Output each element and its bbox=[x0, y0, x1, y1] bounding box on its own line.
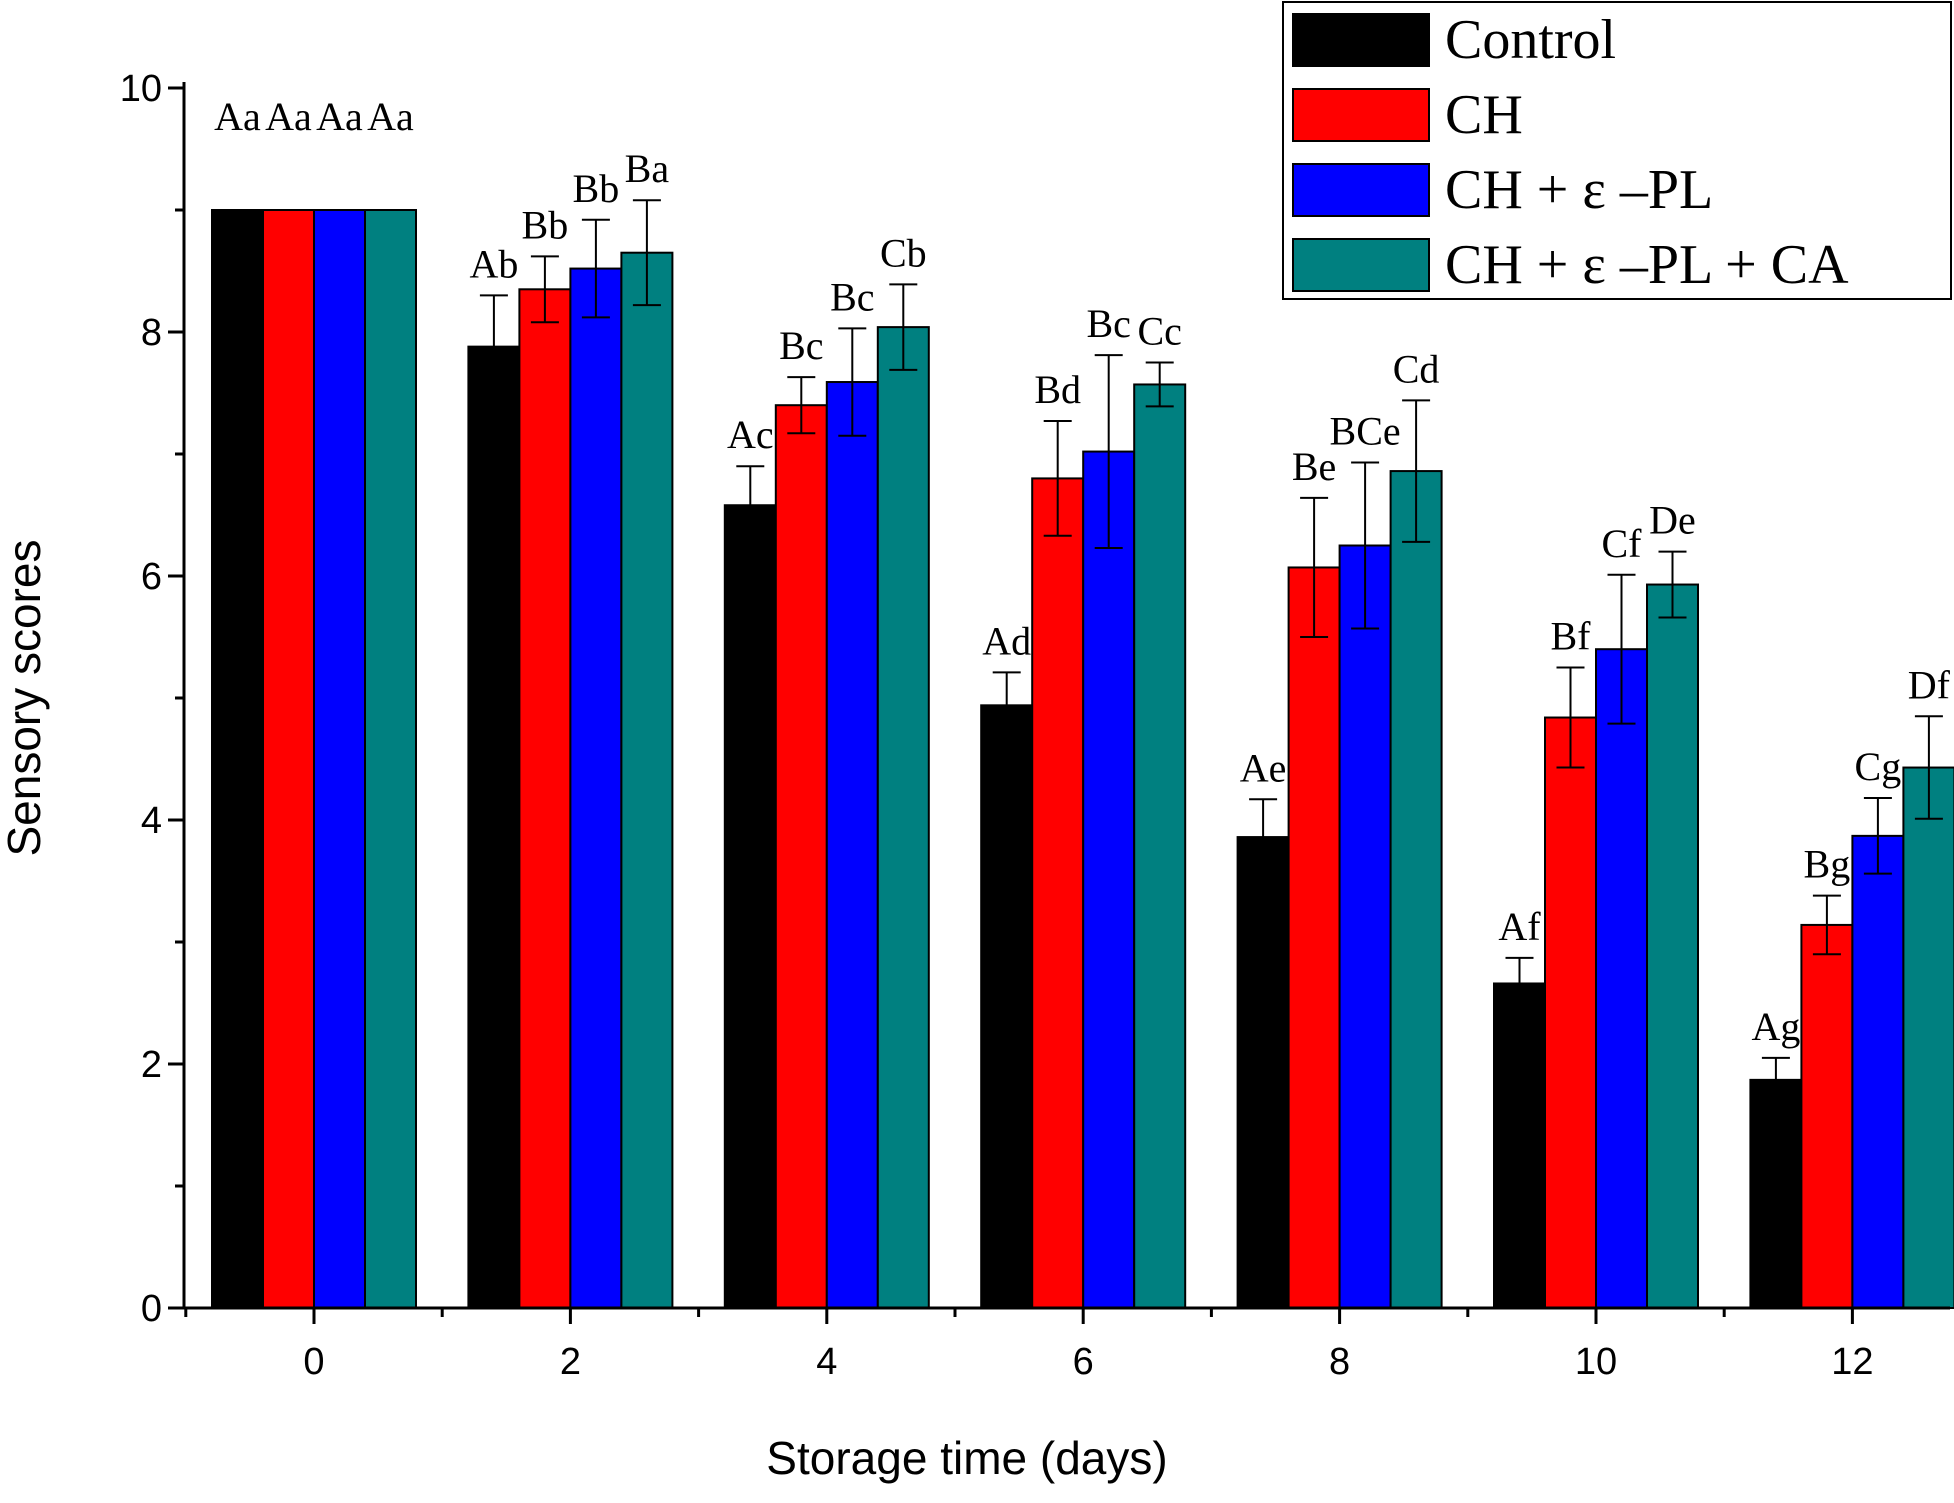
bar-label: Ae bbox=[1240, 745, 1287, 790]
legend-swatch bbox=[1292, 238, 1430, 292]
bar-label: Bb bbox=[573, 166, 620, 211]
y-tick-label: 4 bbox=[141, 800, 162, 842]
bar bbox=[1338, 544, 1392, 1309]
bar-label: Aa bbox=[367, 94, 414, 139]
bar-label: Bc bbox=[779, 323, 823, 368]
bar bbox=[1800, 923, 1854, 1309]
error-bars-layer bbox=[479, 199, 1943, 1103]
bar-label: Aa bbox=[265, 94, 312, 139]
bar-label: Cg bbox=[1855, 744, 1902, 789]
bar-label: Cc bbox=[1137, 309, 1181, 354]
y-tick-label: 10 bbox=[120, 68, 162, 110]
bar-label: Cb bbox=[880, 230, 927, 275]
bar-label: Cd bbox=[1393, 346, 1440, 391]
bar-label: BCe bbox=[1330, 409, 1401, 454]
bar bbox=[980, 704, 1034, 1309]
bar-label: Bg bbox=[1804, 842, 1851, 887]
legend-swatch bbox=[1292, 163, 1430, 217]
legend-swatch bbox=[1292, 13, 1430, 67]
bar bbox=[1031, 477, 1085, 1309]
legend-label: CH + ε –PL + CA bbox=[1445, 234, 1849, 296]
bar-label: Ab bbox=[469, 241, 518, 286]
bar bbox=[1595, 648, 1648, 1309]
bar bbox=[1851, 834, 1905, 1309]
x-tick-label: 4 bbox=[816, 1341, 837, 1383]
bar bbox=[211, 209, 264, 1309]
bar-label: Bb bbox=[522, 202, 569, 247]
bar bbox=[1902, 766, 1954, 1309]
legend-label: CH bbox=[1445, 84, 1523, 146]
bars-layer bbox=[211, 209, 1954, 1310]
legend-swatch bbox=[1292, 88, 1430, 142]
bar bbox=[620, 251, 674, 1310]
bar-label: Aa bbox=[214, 94, 261, 139]
x-tick-label: 10 bbox=[1575, 1341, 1617, 1383]
bar-label: Bd bbox=[1034, 367, 1081, 412]
y-tick-label: 8 bbox=[141, 312, 162, 354]
bar bbox=[1287, 566, 1341, 1309]
bar bbox=[723, 504, 777, 1309]
y-axis-label: Sensory scores bbox=[0, 539, 50, 856]
legend: Control CH CH + ε –PL CH + ε –PL + CA bbox=[1282, 1, 1952, 300]
bar-label: Ba bbox=[625, 146, 670, 191]
bar-label: Bf bbox=[1551, 614, 1592, 659]
bar bbox=[1389, 470, 1443, 1309]
bar bbox=[1749, 1078, 1803, 1309]
axes-layer: 0 2 4 6 8 10 0 2 4 6 8 10 12 bbox=[120, 68, 1950, 1383]
bar-label: Bc bbox=[1086, 301, 1130, 346]
bar-label: Be bbox=[1292, 444, 1336, 489]
bar bbox=[467, 345, 521, 1309]
bar-label: Aa bbox=[316, 94, 363, 139]
bar bbox=[1493, 982, 1546, 1309]
bar bbox=[774, 404, 828, 1309]
bar bbox=[313, 209, 366, 1309]
y-tick-label: 6 bbox=[141, 556, 162, 598]
bar-label: De bbox=[1649, 498, 1696, 543]
legend-label: CH + ε –PL bbox=[1445, 159, 1713, 221]
bar bbox=[1236, 836, 1290, 1310]
bar bbox=[1544, 716, 1597, 1309]
y-tick-label: 0 bbox=[141, 1288, 162, 1330]
bar-label: Ac bbox=[727, 412, 774, 457]
bar bbox=[262, 209, 315, 1309]
bar bbox=[876, 326, 930, 1309]
bar-label: Ag bbox=[1751, 1004, 1800, 1049]
bar-label: Df bbox=[1908, 662, 1951, 707]
bar bbox=[1082, 450, 1136, 1309]
x-tick-label: 8 bbox=[1329, 1341, 1350, 1383]
x-axis-label: Storage time (days) bbox=[766, 1432, 1167, 1484]
y-tick-label: 2 bbox=[141, 1044, 162, 1086]
bar bbox=[1133, 383, 1187, 1309]
x-tick-label: 0 bbox=[303, 1341, 324, 1383]
bar bbox=[518, 288, 572, 1309]
bar-label: Af bbox=[1498, 904, 1541, 949]
x-tick-label: 12 bbox=[1831, 1341, 1873, 1383]
bar-label: Ad bbox=[982, 618, 1031, 663]
bar-label: Cf bbox=[1602, 521, 1643, 566]
bar bbox=[1646, 583, 1699, 1309]
legend-label: Control bbox=[1445, 9, 1616, 71]
bar-label: Bc bbox=[830, 274, 874, 319]
bar bbox=[569, 267, 623, 1309]
bar bbox=[825, 381, 879, 1309]
bar bbox=[364, 209, 417, 1309]
x-tick-label: 2 bbox=[560, 1341, 581, 1383]
x-tick-label: 6 bbox=[1073, 1341, 1094, 1383]
